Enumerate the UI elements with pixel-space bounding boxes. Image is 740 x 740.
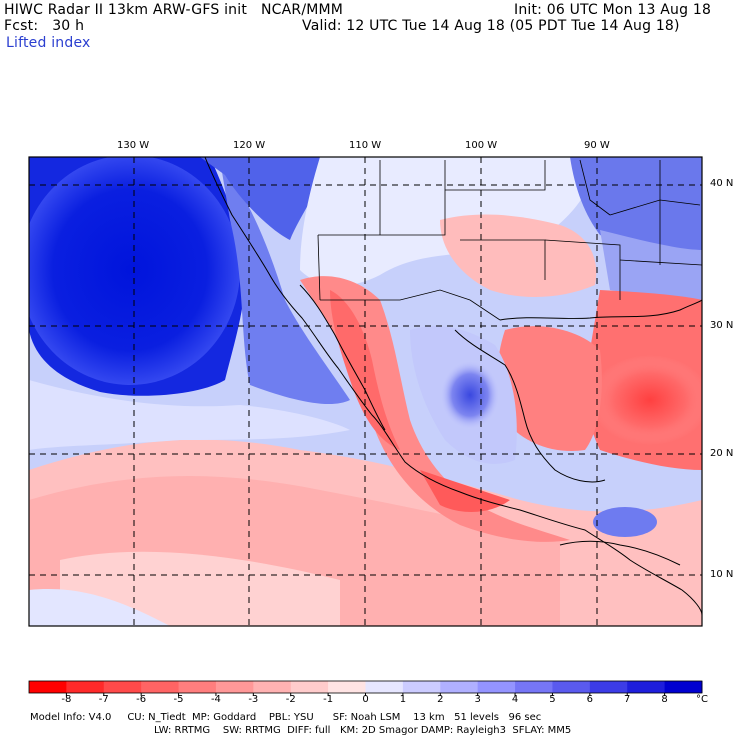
lon-label-110w: 110 W xyxy=(349,140,382,151)
colorbar-swatch xyxy=(178,681,217,693)
colorbar-swatch xyxy=(552,681,591,693)
colorbar-swatch xyxy=(664,681,703,693)
colorbar-tick-label: 5 xyxy=(549,694,556,705)
colorbar-tick-label: -1 xyxy=(323,694,334,705)
map-frame xyxy=(28,156,703,627)
colorbar-tick-label: -4 xyxy=(210,694,221,705)
colorbar-tick-label: -6 xyxy=(136,694,147,705)
colorbar-swatch xyxy=(328,681,366,693)
colorbar-tick-label: 0 xyxy=(362,694,369,705)
colorbar-swatch xyxy=(515,681,553,693)
graticule xyxy=(29,157,702,626)
colorbar-swatch xyxy=(402,681,441,693)
colorbar-swatch xyxy=(627,681,666,693)
colorbar-tick-label: 7 xyxy=(624,694,631,705)
coastlines xyxy=(204,157,702,616)
colorbar-swatch xyxy=(215,681,254,693)
colorbar-tick-label: 3 xyxy=(474,694,481,705)
lon-label-130w: 130 W xyxy=(117,140,150,151)
colorbar-swatch xyxy=(66,681,105,693)
forecast-hour: Fcst: 30 h xyxy=(4,18,85,34)
colorbar-tick-label: 8 xyxy=(661,694,668,705)
lat-label-40n: 40 N xyxy=(710,178,734,189)
colorbar-swatch xyxy=(253,681,292,693)
map-title: HIWC Radar II 13km ARW-GFS init NCAR/MMM xyxy=(4,2,344,18)
colorbar-swatch xyxy=(103,681,142,693)
lat-label-20n: 20 N xyxy=(710,448,734,459)
colorbar-swatch xyxy=(589,681,628,693)
lat-label-10n: 10 N xyxy=(710,569,734,580)
colorbar-swatch xyxy=(440,681,479,693)
colorbar-swatch xyxy=(477,681,516,693)
init-time: Init: 06 UTC Mon 13 Aug 18 xyxy=(514,2,712,18)
valid-time: Valid: 12 UTC Tue 14 Aug 18 (05 PDT Tue … xyxy=(302,18,680,34)
lon-label-100w: 100 W xyxy=(465,140,498,151)
field-name: Lifted index xyxy=(6,35,91,51)
colorbar-tick-label: 1 xyxy=(399,694,407,705)
colorbar-tick-label: 4 xyxy=(511,694,519,705)
colorbar-swatch xyxy=(290,681,329,693)
colorbar-unit: °C xyxy=(696,694,708,705)
colorbar-tick-label: -3 xyxy=(248,694,259,705)
colorbar-swatch xyxy=(141,681,180,693)
model-info-line-1: Model Info: V4.0 CU: N_Tiedt MP: Goddard… xyxy=(30,712,542,723)
colorbar-swatch xyxy=(29,681,67,693)
model-info-line-2: LW: RRTMG SW: RRTMG DIFF: full KM: 2D Sm… xyxy=(154,725,572,736)
colorbar-tick-label: -7 xyxy=(98,694,109,705)
colorbar-tick-label: -8 xyxy=(61,694,72,705)
colorbar-tick-label: 6 xyxy=(586,694,594,705)
political-boundaries xyxy=(317,159,702,321)
colorbar-tick-label: 2 xyxy=(437,694,444,705)
lon-label-120w: 120 W xyxy=(233,140,266,151)
colorbar-tick-label: -5 xyxy=(173,694,184,705)
colorbar xyxy=(28,680,703,696)
lat-label-30n: 30 N xyxy=(710,320,734,331)
colorbar-swatch xyxy=(365,681,404,693)
colorbar-tick-label: -2 xyxy=(285,694,296,705)
lon-label-90w: 90 W xyxy=(584,140,610,151)
